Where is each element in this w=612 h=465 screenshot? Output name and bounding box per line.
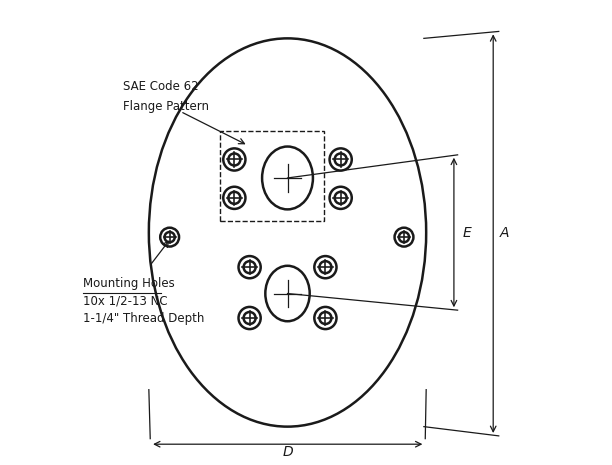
Text: E: E	[463, 226, 471, 239]
Text: 10x 1/2-13 NC: 10x 1/2-13 NC	[83, 294, 168, 307]
Text: D: D	[283, 445, 294, 459]
Text: A: A	[500, 226, 510, 239]
Text: Mounting Holes: Mounting Holes	[83, 277, 175, 290]
Text: SAE Code 62: SAE Code 62	[124, 80, 199, 93]
Bar	[220, 131, 324, 221]
Text: 1-1/4" Thread Depth: 1-1/4" Thread Depth	[83, 312, 204, 325]
Text: Flange Pattern: Flange Pattern	[124, 100, 209, 113]
